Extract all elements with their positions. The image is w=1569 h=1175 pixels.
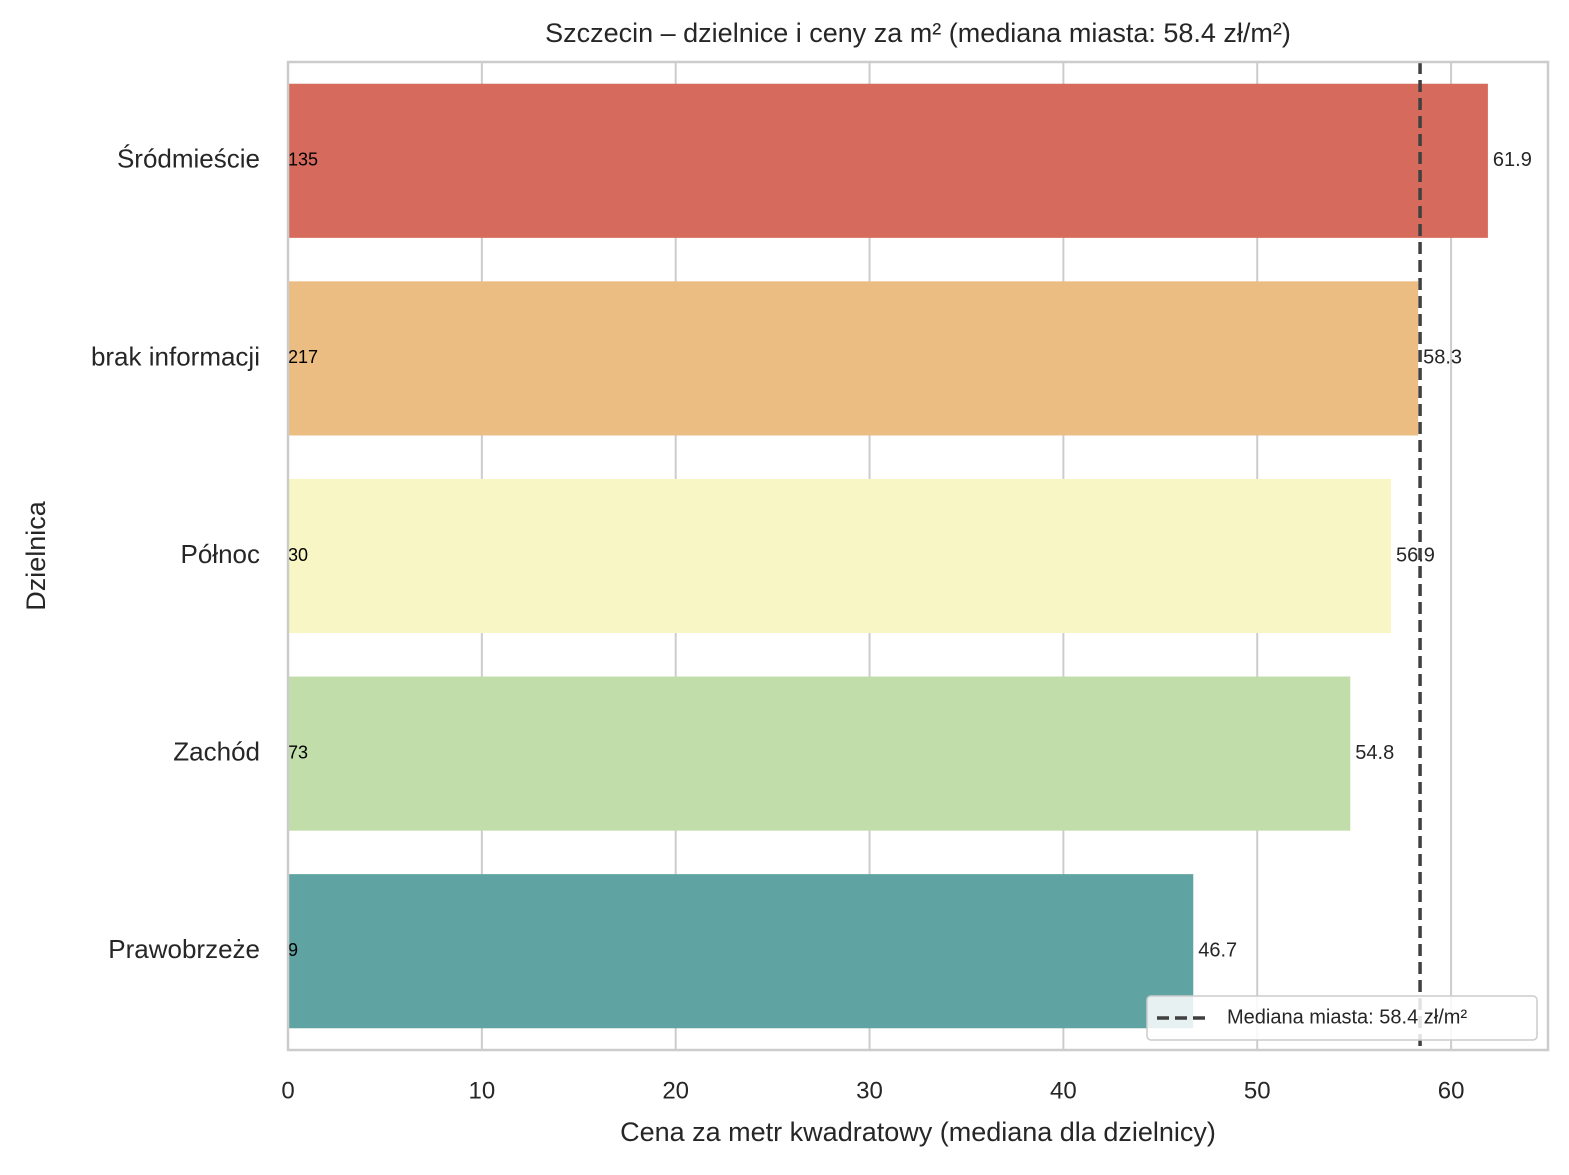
legend-label: Mediana miasta: 58.4 zł/m² [1227,1006,1467,1028]
x-tick-label: 20 [662,1077,689,1104]
y-axis-label: Dzielnica [21,500,51,611]
count-label: 73 [288,742,308,762]
value-label: 61.9 [1493,149,1532,171]
y-tick-label: brak informacji [91,341,260,371]
bar [288,478,1391,634]
plot-frame [286,60,1550,1052]
value-label: 58.3 [1423,347,1462,369]
x-tick-label: 50 [1244,1077,1271,1104]
count-label: 30 [288,545,308,565]
count-label: 135 [288,150,318,170]
value-label: 56.9 [1396,544,1435,566]
x-tick-label: 30 [856,1077,883,1104]
x-tick-label: 40 [1050,1077,1077,1104]
bar [288,874,1194,1029]
y-tick-label: Prawobrzeże [108,934,260,964]
x-tick-label: 0 [281,1077,294,1104]
count-label: 217 [288,347,318,367]
count-label: 9 [288,940,298,960]
value-label: 46.7 [1198,939,1237,961]
x-tick-label: 60 [1438,1077,1465,1104]
bar [288,83,1488,238]
chart-title: Szczecin – dzielnice i ceny za m² (media… [545,18,1291,48]
legend-box [1146,995,1538,1041]
bar [288,676,1351,831]
value-label: 54.8 [1355,742,1394,764]
bar [288,281,1419,436]
y-tick-label: Zachód [173,736,260,766]
y-tick-label: Północ [181,539,261,569]
x-axis-label: Cena za metr kwadratowy (mediana dla dzi… [620,1117,1216,1147]
y-tick-label: Śródmieście [117,144,260,174]
x-tick-label: 10 [468,1077,495,1104]
